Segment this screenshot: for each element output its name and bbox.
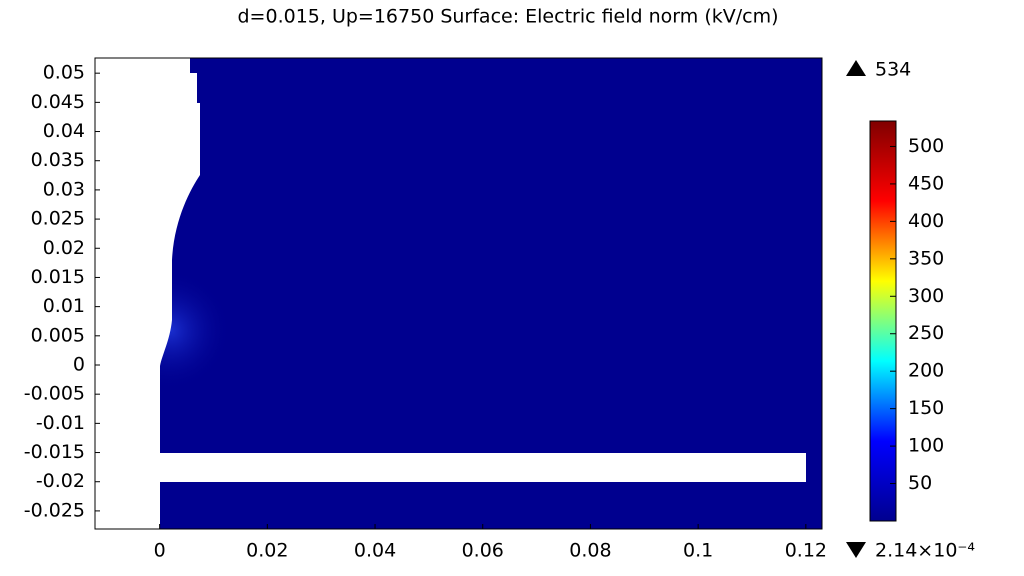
colorbar-tick-label: 350 [908,247,944,269]
y-tick-label: 0.02 [43,237,85,259]
electrode-region [95,58,200,529]
y-tick-label: 0.015 [31,266,85,288]
y-tick-label: -0.02 [36,470,85,492]
y-tick-label: -0.01 [36,412,85,434]
slot-region [160,453,806,482]
y-tick-label: -0.025 [24,499,85,521]
x-tick-label: 0.12 [785,540,827,562]
colorbar-tick-label: 300 [908,285,944,307]
chart-title: d=0.015, Up=16750 Surface: Electric fiel… [238,6,779,28]
colorbar-tick-label: 250 [908,322,944,344]
y-tick-label: 0.03 [43,178,85,200]
y-tick-label: 0 [73,353,85,375]
y-tick-label: -0.015 [24,441,85,463]
x-tick-label: 0.02 [246,540,288,562]
colorbar-tick-label: 50 [908,472,932,494]
colorbar-tick-label: 200 [908,360,944,382]
x-tick-label: 0.1 [683,540,713,562]
y-tick-label: 0.035 [31,149,85,171]
x-tick-label: 0.04 [354,540,396,562]
x-tick-label: 0.06 [462,540,504,562]
colorbar-tick-label: 500 [908,135,944,157]
colorbar-tick-label: 100 [908,435,944,457]
colorbar [869,120,897,522]
x-tick-label: 0 [154,540,166,562]
y-tick-label: -0.005 [24,383,85,405]
colorbar-tick-label: 150 [908,397,944,419]
x-tick-label: 0.08 [569,540,611,562]
y-tick-label: 0.025 [31,208,85,230]
plot-frame [94,57,823,530]
min-icon [846,542,866,558]
colorbar-tick-label: 450 [908,172,944,194]
y-tick-label: 0.05 [43,62,85,84]
y-tick-label: 0.005 [31,324,85,346]
y-tick-label: 0.045 [31,91,85,113]
y-tick-label: 0.01 [43,295,85,317]
max-label: 534 [875,59,911,81]
min-label: 2.14×10⁻⁴ [875,540,975,562]
y-tick-label: 0.04 [43,120,85,142]
max-icon [846,60,866,76]
colorbar-tick-label: 400 [908,210,944,232]
field-glow [95,58,822,529]
